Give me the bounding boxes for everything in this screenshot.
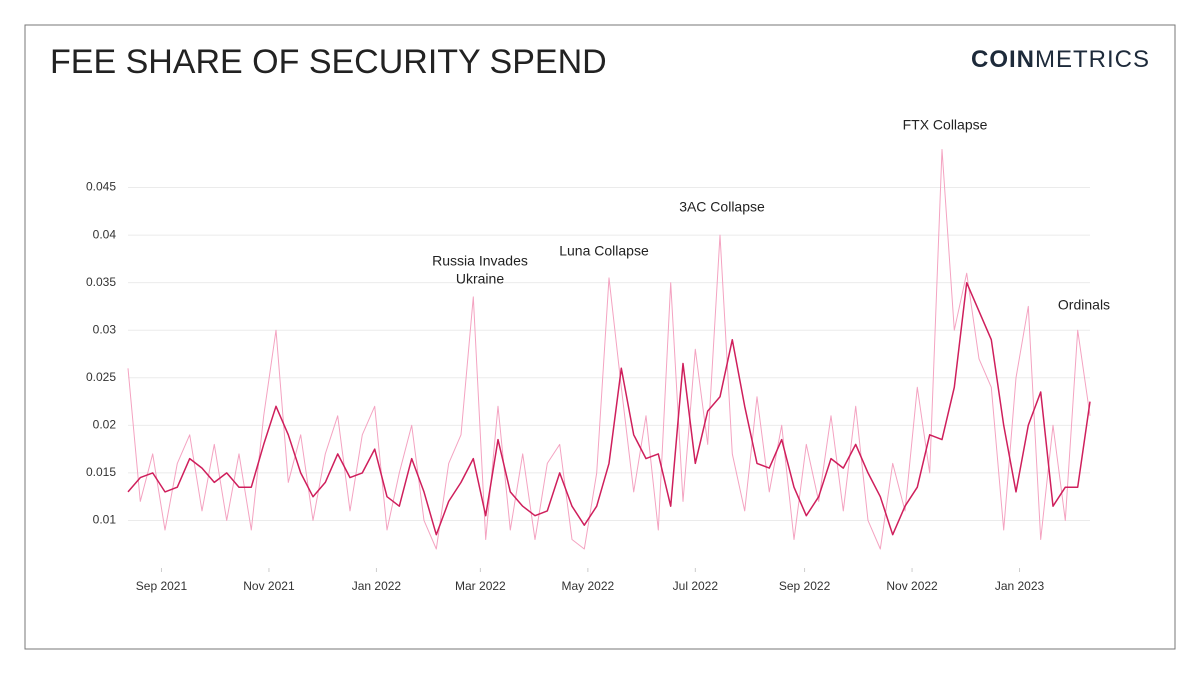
series-line [127, 149, 1091, 550]
x-tick-label: Mar 2022 [455, 579, 506, 593]
annotation: Ukraine [456, 271, 504, 287]
y-tick-label: 0.035 [86, 275, 116, 289]
logo: COINMETRICS [971, 46, 1150, 73]
x-tick-label: Nov 2021 [243, 579, 295, 593]
x-tick-label: Sep 2022 [779, 579, 831, 593]
x-tick-label: Jan 2023 [995, 579, 1045, 593]
annotation: Ordinals [1058, 297, 1110, 313]
x-tick-label: Jul 2022 [673, 579, 719, 593]
frame [24, 24, 1176, 650]
plot: Russia Invades Ukraine Luna Collapse 3AC Co… [127, 117, 1110, 550]
annotation: FTX Collapse [903, 117, 988, 133]
chart-title: FEE SHARE OF SECURITY SPEND [50, 43, 607, 81]
x-tick-label: Jan 2022 [352, 579, 402, 593]
annotation: Russia Invades [432, 253, 528, 269]
y-tick-label: 0.03 [93, 322, 117, 336]
logo-bold: COIN [971, 46, 1035, 73]
annotation: 3AC Collapse [679, 199, 765, 215]
x-tick-label: Nov 2022 [886, 579, 938, 593]
annotation: Luna Collapse [559, 243, 649, 259]
x-tick-label: Sep 2021 [136, 579, 188, 593]
y-tick-label: 0.015 [86, 465, 116, 479]
series-line [127, 281, 1091, 536]
y-tick-label: 0.01 [93, 513, 117, 527]
logo-light: METRICS [1035, 46, 1150, 73]
y-tick-label: 0.04 [93, 227, 117, 241]
y-tick-label: 0.02 [93, 418, 117, 432]
x-tick-label: May 2022 [562, 579, 615, 593]
y-tick-label: 0.025 [86, 370, 116, 384]
y-tick-label: 0.045 [86, 180, 116, 194]
